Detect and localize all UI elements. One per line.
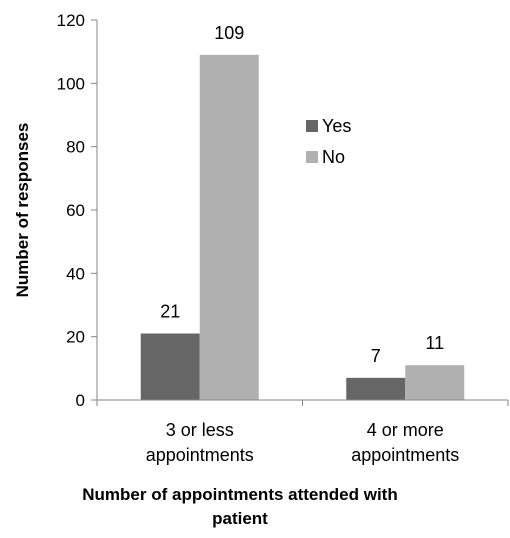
y-tick-label: 100 (57, 74, 85, 93)
legend-label-no: No (322, 147, 345, 167)
y-tick-label: 0 (76, 391, 85, 410)
legend-swatch-no (306, 151, 318, 163)
x-axis-title-line-1: Number of appointments attended with (82, 485, 397, 504)
y-tick-label: 80 (66, 138, 85, 157)
data-label-no: 109 (214, 23, 244, 43)
plot-area: 0 20 40 60 80 100 120 21 109 3 or less appointment… (57, 11, 509, 465)
y-axis-title: Number of responses (13, 123, 32, 298)
bar-no (199, 54, 259, 400)
y-tick-label: 40 (66, 264, 85, 283)
x-category-label: appointments (351, 445, 459, 465)
x-category-label: appointments (146, 445, 254, 465)
legend-swatch-yes (306, 120, 318, 132)
legend-label-yes: Yes (322, 116, 351, 136)
y-tick-label: 60 (66, 201, 85, 220)
y-tick-label: 120 (57, 11, 85, 30)
x-category-label: 3 or less (166, 420, 234, 440)
data-label-yes: 21 (160, 302, 180, 322)
data-label-yes: 7 (371, 346, 381, 366)
bar-yes (140, 333, 200, 400)
bar-yes (346, 377, 406, 400)
x-category-label: 4 or more (367, 420, 444, 440)
legend: Yes No (306, 116, 351, 167)
bar-no (405, 365, 465, 400)
x-axis-title-line-2: patient (212, 509, 268, 528)
data-label-no: 11 (425, 333, 444, 353)
y-tick-label: 20 (66, 328, 85, 347)
